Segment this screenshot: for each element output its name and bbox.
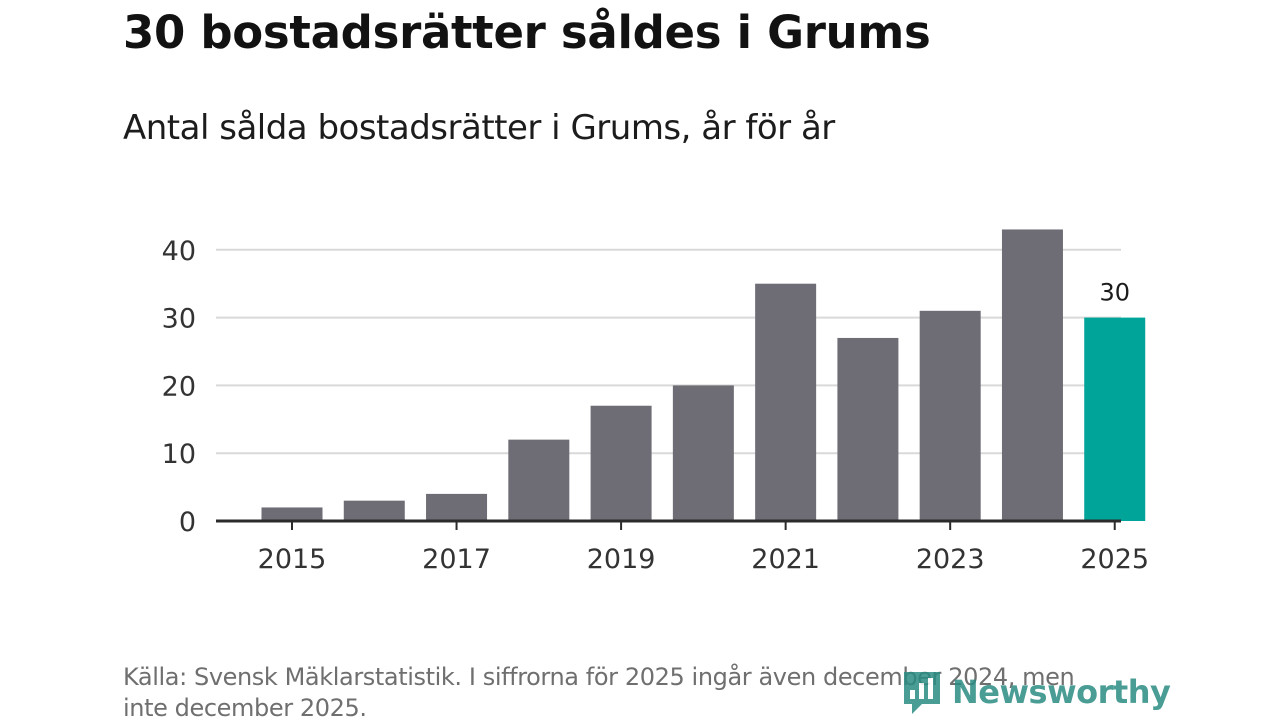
bar-2019 <box>590 405 652 521</box>
bar-2017 <box>426 493 488 521</box>
bar-2020 <box>672 385 734 521</box>
bar-2018 <box>508 439 570 521</box>
x-tick-label-2025: 2025 <box>1080 544 1149 575</box>
x-tick-label-2017: 2017 <box>422 544 491 575</box>
bar-2024 <box>1001 229 1063 521</box>
bar-2022 <box>837 337 899 521</box>
logo-bars-icon <box>904 672 940 714</box>
y-tick-label-20: 20 <box>162 371 196 402</box>
bar-2015 <box>261 507 323 521</box>
newsworthy-logo: Newsworthy <box>900 668 1171 716</box>
y-tick-label-30: 30 <box>162 304 196 335</box>
x-tick-label-2023: 2023 <box>916 544 985 575</box>
bar-2016 <box>343 500 405 521</box>
data-label-2025: 30 <box>1099 279 1130 307</box>
chart-subtitle: Antal sålda bostadsrätter i Grums, år fö… <box>123 108 835 148</box>
x-tick-label-2019: 2019 <box>587 544 656 575</box>
bar-chart: 0 10 20 30 40 2015 2017 2019 2021 2023 2025 30 <box>162 229 1149 575</box>
x-tick-label-2015: 2015 <box>258 544 327 575</box>
bar-2021 <box>755 283 817 521</box>
bar-2025 <box>1084 317 1146 521</box>
bar-2023 <box>919 310 981 521</box>
y-tick-label-0: 0 <box>179 507 196 538</box>
y-tick-label-40: 40 <box>162 236 196 267</box>
x-tick-label-2021: 2021 <box>751 544 820 575</box>
logo-text: Newsworthy <box>952 673 1171 711</box>
chart-title: 30 bostadsrätter såldes i Grums <box>123 6 931 59</box>
y-tick-label-10: 10 <box>162 439 196 470</box>
